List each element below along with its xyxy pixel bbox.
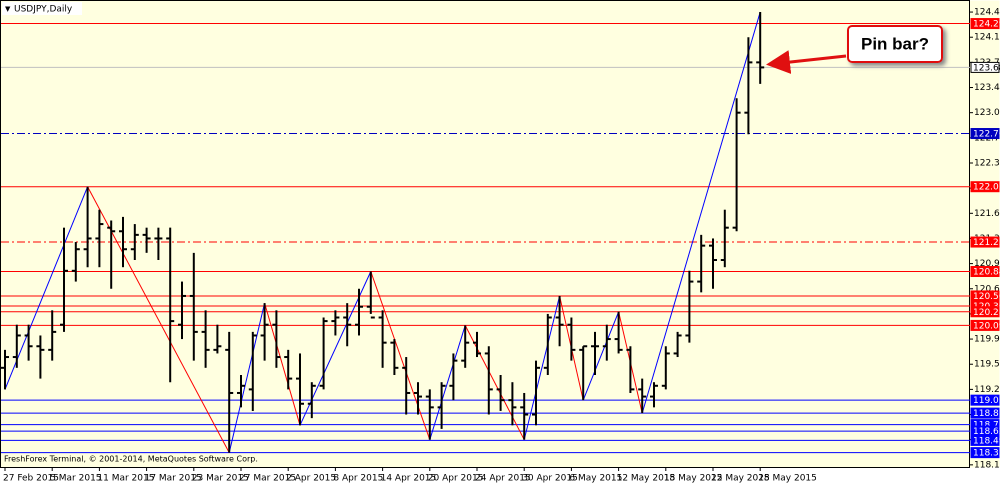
level-label-box: [970, 61, 1000, 73]
x-tick-label: 14 Apr 2015: [381, 474, 437, 484]
x-tick-label: 30 Apr 2015: [522, 474, 578, 484]
y-tick-label: 120.95: [974, 259, 1000, 269]
level-label: 120.09: [973, 321, 1000, 331]
y-tick-label: 119.55: [974, 360, 1000, 370]
level-label: 118.62: [973, 427, 1000, 437]
x-tick-label: 17 Mar 2015: [145, 474, 202, 484]
level-label: 118.32: [973, 449, 1000, 459]
x-tick-label: 2 Apr 2015: [286, 474, 336, 484]
level-label: 124.29: [973, 20, 1000, 30]
level-label: 119.05: [973, 396, 1000, 406]
x-tick-label: 8 Apr 2015: [333, 474, 383, 484]
zigzag-segment: [429, 325, 466, 440]
price-axis: [970, 0, 1000, 468]
chart-title: USDJPY,Daily: [14, 5, 73, 15]
axis: 124.45124.10123.75123.40123.05122.70122.…: [3, 8, 1000, 484]
level-label: 120.50: [973, 292, 1000, 302]
zigzag-segment: [4, 186, 89, 390]
x-tick-label: 23 Mar 2015: [192, 474, 249, 484]
x-tick-label: 18 May 2015: [664, 474, 723, 484]
x-tick-label: 28 May 2015: [758, 474, 817, 484]
x-tick-label: 27 Feb 2015: [3, 474, 59, 484]
menu-arrow[interactable]: ▼: [5, 5, 11, 13]
y-tick-label: 119.90: [974, 335, 1000, 345]
zigzag-segment: [370, 271, 431, 440]
x-tick-label: 6 May 2015: [569, 474, 622, 484]
x-tick-label: 5 Mar 2015: [50, 474, 101, 484]
plot-area: [0, 0, 970, 468]
title-box: [2, 2, 82, 15]
level-label-box: [970, 181, 1000, 193]
level-label-box: [970, 236, 1000, 248]
levels: [1, 23, 970, 454]
level-label: 121.25: [973, 238, 1000, 248]
y-tick-label: 122.35: [974, 158, 1000, 168]
x-tick-label: 27 Mar 2015: [239, 474, 296, 484]
level-label-box: [970, 306, 1000, 318]
x-tick-label: 11 Mar 2015: [97, 474, 154, 484]
bars: [1, 12, 765, 453]
zigzag-segment: [523, 295, 561, 440]
y-tick-label: 124.10: [974, 33, 1000, 43]
y-tick-label: 123.05: [974, 108, 1000, 118]
x-tick-label: 22 May 2015: [711, 474, 770, 484]
y-tick-label: 119.20: [974, 385, 1000, 395]
zigzag-segment: [464, 325, 525, 440]
level-label-box: [970, 319, 1000, 331]
level-label: 120.84: [973, 268, 1000, 278]
level-label: 122.02: [973, 183, 1000, 193]
level-label-box: [970, 407, 1000, 419]
zigzag-segment: [582, 311, 620, 401]
level-label: 123.68: [973, 63, 1000, 73]
level-label-box: [970, 18, 1000, 30]
y-tick-label: 121.65: [974, 209, 1000, 219]
level-label: 120.28: [973, 308, 1000, 318]
x-tick-label: 24 Apr 2015: [475, 474, 531, 484]
level-label: 118.49: [973, 436, 1000, 446]
x-tick-label: 12 May 2015: [617, 474, 676, 484]
footer: FreshForex Terminal, © 2001-2014, MetaQu…: [4, 455, 258, 464]
level-label-box: [970, 266, 1000, 278]
level-label-box: [970, 434, 1000, 446]
zigzag-segment: [228, 303, 266, 453]
level-label: 118.87: [973, 409, 1000, 419]
level-label-box: [970, 447, 1000, 459]
y-tick-label: 123.40: [974, 83, 1000, 93]
level-label-box: [970, 394, 1000, 406]
annotation-box: [847, 25, 943, 63]
x-tick-label: 20 Apr 2015: [428, 474, 484, 484]
zigzag-segment: [641, 11, 761, 414]
level-label: 122.76: [973, 130, 1000, 140]
y-tick-label: 124.45: [974, 8, 1000, 18]
y-tick-label: 120.60: [974, 284, 1000, 294]
annotation-arrow: [766, 50, 847, 74]
annotation: Pin bar?: [861, 34, 929, 53]
level-label-box: [970, 128, 1000, 140]
zigzag-segment: [264, 302, 301, 426]
y-tick-label: 118.15: [974, 460, 1000, 470]
